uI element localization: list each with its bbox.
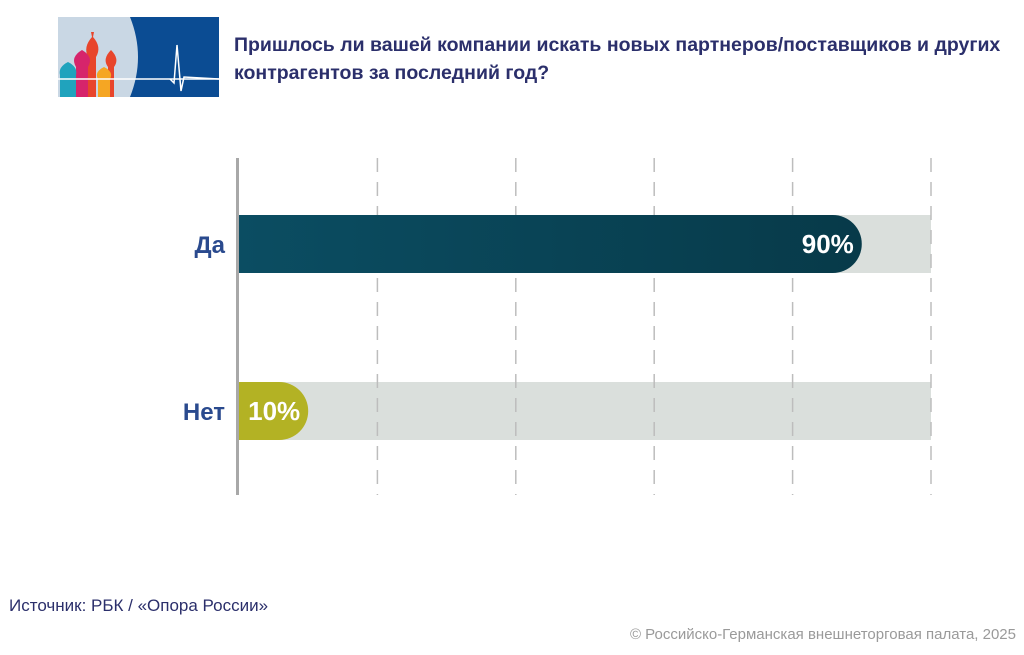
source-note: Источник: РБК / «Опора России»	[9, 596, 269, 615]
copyright-note: © Российско-Германская внешнеторговая па…	[629, 626, 1016, 643]
category-label: Нет	[183, 399, 225, 426]
chamber-logo	[58, 17, 219, 97]
bar	[239, 215, 862, 273]
data-label: 10%	[248, 396, 300, 426]
category-label: Да	[195, 232, 226, 259]
bar-track	[239, 382, 931, 440]
chart-title: Пришлось ли вашей компании искать новых …	[234, 34, 1001, 84]
data-label: 90%	[802, 229, 854, 259]
bar	[239, 382, 309, 440]
